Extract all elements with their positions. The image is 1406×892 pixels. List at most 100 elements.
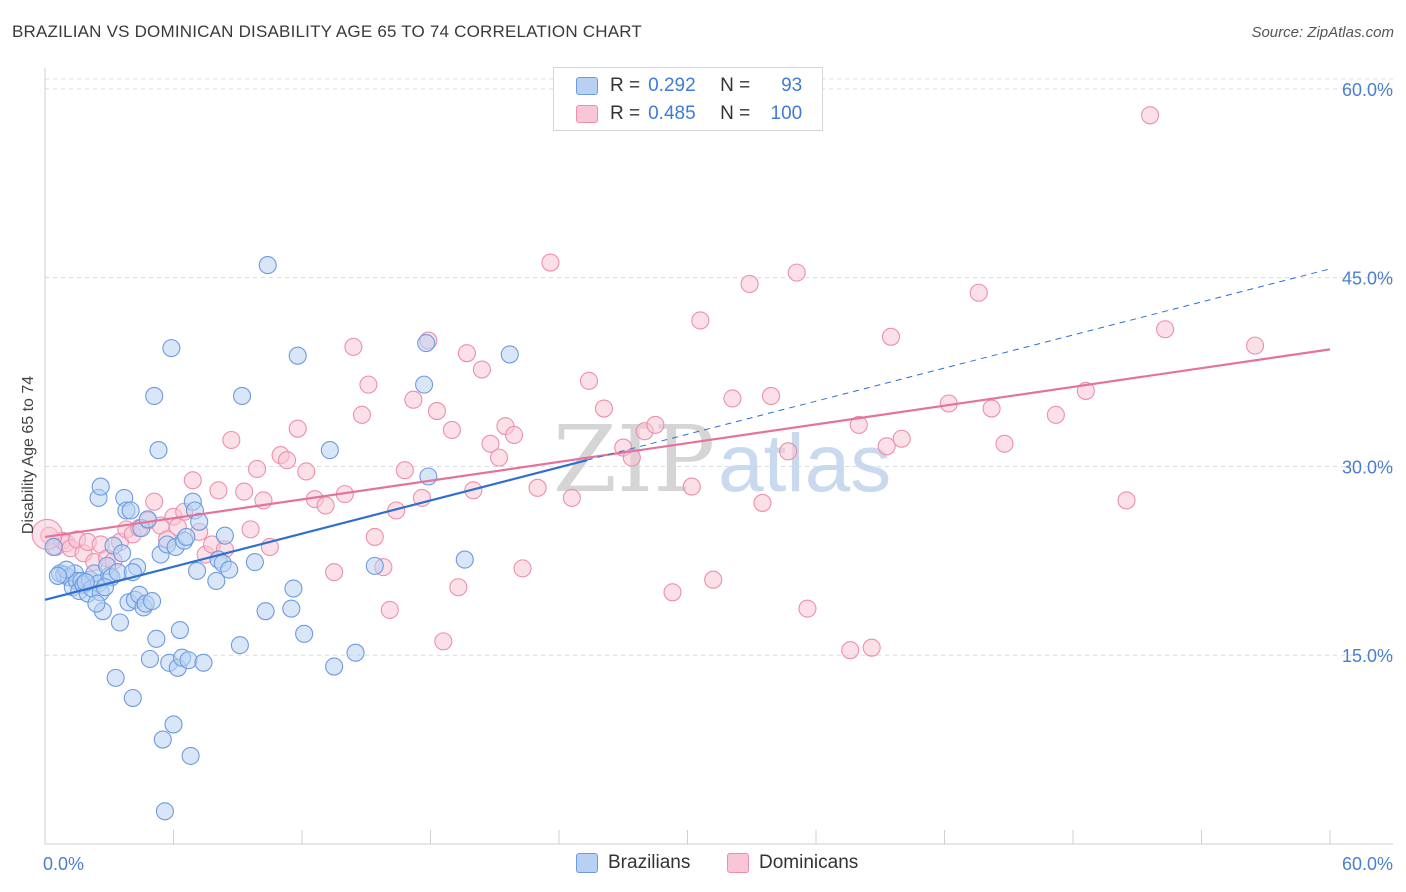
dominicans-point (892, 429, 911, 448)
dominicans-point (1245, 336, 1265, 355)
dominicans-point (579, 371, 599, 390)
legend-item-brazilians[interactable]: Brazilians (576, 852, 690, 874)
dominicans-point (457, 344, 476, 363)
brazilians-point (455, 550, 474, 569)
dominicans-point (145, 492, 164, 511)
legend-row-brazilians: R = 0.292 N = 93 (554, 73, 802, 99)
brazilians-point (220, 560, 239, 579)
brazilians-point (87, 594, 106, 613)
legend-item-dominicans[interactable]: Dominicans (727, 852, 858, 874)
dominicans-point (316, 496, 335, 515)
brazilians-point (162, 339, 181, 358)
dominicans-point (663, 583, 682, 602)
dominicans-point (740, 274, 759, 294)
brazilians-point (95, 578, 115, 597)
dominicans-point (841, 641, 860, 660)
dominicans-point (982, 399, 1001, 418)
dominicans-point (787, 263, 806, 282)
dominicans-point (646, 415, 665, 434)
dominicans-point (235, 482, 254, 501)
dominicans-point (183, 471, 202, 490)
dominicans-point (241, 520, 260, 539)
brazilians-trend-extension (586, 268, 1331, 461)
brazilians-point (91, 477, 110, 496)
brazilians-point (181, 746, 200, 765)
legend-r-value: 0.292 (648, 75, 696, 96)
dominicans-point (359, 375, 378, 394)
dominicans-point (682, 477, 701, 496)
dominicans-point (404, 390, 423, 409)
dominicans-point (277, 451, 297, 470)
brazilians-point (153, 730, 172, 749)
brazilians-point (145, 386, 164, 406)
brazilians-point (44, 537, 63, 557)
brazilians-point (258, 256, 277, 275)
brazilians-point (417, 334, 436, 353)
legend-n-label: N = (720, 75, 751, 96)
dominicans-point (753, 493, 772, 512)
dominicans-point (472, 360, 491, 379)
brazilians-point (143, 592, 162, 611)
brazilians-point (177, 527, 196, 546)
dominicans-point (881, 327, 901, 346)
dominicans-point (594, 399, 614, 418)
legend-n-value: 100 (770, 103, 803, 124)
y-tick-label: 15.0% (1342, 646, 1393, 666)
dominicans-point (489, 448, 509, 467)
legend-r-label: R = (610, 75, 641, 96)
dominicans-point (528, 478, 547, 497)
axes (44, 68, 1393, 845)
legend-n-label: N = (720, 103, 751, 124)
gridlines (45, 78, 1393, 656)
x-tick-label: 60.0% (1342, 854, 1393, 874)
legend-row-dominicans: R = 0.485 N = 100 (554, 101, 802, 127)
brazilians-point (194, 653, 213, 672)
dominicans-point (704, 570, 723, 589)
brazilians-point (76, 573, 95, 592)
legend-swatch-dominicans (727, 853, 749, 873)
brazilians-point (147, 629, 166, 648)
brazilians-point (106, 668, 125, 687)
dominicans-point (1046, 405, 1065, 424)
brazilians-point (288, 346, 307, 365)
chart-title: BRAZILIAN VS DOMINICAN DISABILITY AGE 65… (12, 22, 643, 41)
dominicans-point (427, 402, 446, 421)
dominicans-point (288, 419, 307, 438)
dominicans-point (691, 311, 710, 330)
y-axis-label: Disability Age 65 to 74 (20, 376, 37, 534)
legend-swatch-brazilians (576, 853, 598, 873)
dominicans-point (779, 442, 798, 461)
brazilians-point (230, 636, 249, 655)
brazilians-point (149, 441, 168, 460)
brazilians-point (346, 643, 365, 662)
dominicans-point (365, 527, 384, 546)
brazilians-point (215, 526, 234, 545)
brazilians-point (110, 613, 130, 632)
dominicans-point (513, 559, 532, 578)
dominicans-point (877, 437, 896, 456)
brazilians-point (179, 651, 198, 670)
brazilians-point (365, 556, 384, 575)
dominicans-point (798, 599, 817, 618)
brazilians-point (170, 620, 189, 640)
dominicans-point (481, 434, 500, 453)
dominicans-point (622, 448, 641, 467)
dominicans-point (434, 632, 453, 651)
brazilians-point (295, 624, 314, 643)
dominicans-point (325, 563, 344, 582)
dominicans-point (723, 389, 742, 408)
x-tick-label: 0.0% (43, 854, 84, 874)
brazilians-point (164, 715, 183, 734)
dominicans-point (222, 430, 241, 450)
brazilians-point (415, 375, 434, 394)
chart-source: Source: ZipAtlas.com (1251, 24, 1394, 41)
dominicans-point (442, 420, 461, 439)
watermark-atlas: atlas (718, 418, 891, 509)
legend-n-value: 93 (781, 75, 803, 96)
dominicans-point (969, 283, 988, 302)
dominicans-point (995, 434, 1014, 453)
brazilians-point (207, 571, 226, 591)
brazilians-point (188, 561, 207, 580)
legend-label-dominicans: Dominicans (759, 852, 859, 873)
